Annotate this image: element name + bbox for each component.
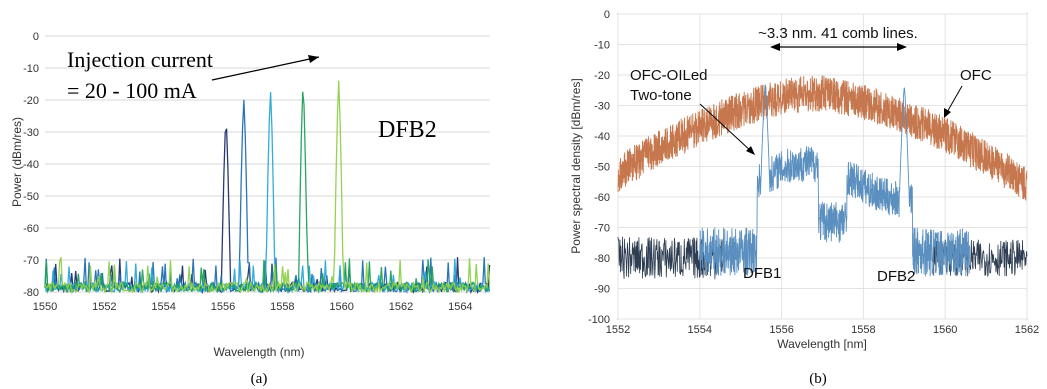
chart-a-y-tick-label: -70 (23, 255, 39, 267)
chart-a-y-tick-label: 0 (33, 31, 39, 43)
chart-b-y-tick-label: -70 (594, 223, 610, 235)
chart-b-label-ofc-oiled-line1: OFC-OILed (630, 67, 708, 84)
chart-a-x-tick-label: 1562 (389, 301, 413, 313)
chart-b: 0-10-20-30-40-50-60-70-80-90-100 1552 155… (569, 9, 1039, 387)
chart-a-y-tick-label: -30 (23, 127, 39, 139)
chart-a-y-tick-labels: 0 -10 -20 -30 -40 -50 -60 -70 -80 (23, 31, 39, 299)
chart-b-annotation-span: ~3.3 nm. 41 comb lines. (758, 25, 918, 42)
chart-a-y-tick-label: -20 (23, 95, 39, 107)
chart-a-x-tick-label: 1558 (270, 301, 294, 313)
chart-b-y-tick-label: -100 (588, 314, 610, 326)
chart-a-y-tick-label: -80 (23, 287, 39, 299)
chart-b-series-ofc (617, 75, 1028, 201)
chart-a-arrow-head (308, 55, 319, 63)
chart-b-x-tick-labels: 1552 1554 1556 1558 1560 1562 (606, 324, 1039, 336)
chart-b-ofc-oiled-pointer (699, 103, 753, 153)
chart-b-label-dfb1: DFB1 (743, 265, 781, 282)
chart-b-y-axis-label: Power spectral density [dBm/res] (569, 78, 583, 253)
chart-b-x-tick-label: 1562 (1015, 324, 1039, 336)
chart-b-y-tick-label: 0 (604, 9, 610, 21)
chart-b-panel-label: (b) (809, 371, 827, 387)
chart-a-y-tick-label: -50 (23, 191, 39, 203)
chart-b-y-tick-label: -10 (594, 40, 610, 52)
chart-a-x-tick-labels: 1550 1552 1554 1556 1558 1560 1562 1564 (33, 301, 473, 313)
chart-a-annotation-line2: = 20 - 100 mA (67, 78, 197, 103)
chart-a-grid (45, 35, 490, 293)
chart-a-y-tick-label: -40 (23, 159, 39, 171)
chart-b-span-arrow-left-head (770, 43, 780, 51)
chart-b-series (617, 75, 1028, 280)
chart-a-y-tick-label: -60 (23, 223, 39, 235)
chart-b-x-tick-label: 1552 (606, 324, 630, 336)
chart-a-annotation-line1: Injection current (67, 47, 213, 72)
chart-a: 0-10-20-30-40-50-60-70-80 1550 1552 1554 15… (10, 31, 491, 387)
chart-b-y-tick-label: -80 (594, 253, 610, 265)
chart-b-y-tick-label: -50 (594, 162, 610, 174)
chart-b-ofc-pointer-head (944, 108, 951, 118)
chart-b-series-ofc-oiled (699, 84, 970, 277)
chart-b-x-tick-label: 1558 (851, 324, 875, 336)
chart-b-y-tick-label: -30 (594, 101, 610, 113)
chart-b-x-tick-label: 1560 (933, 324, 957, 336)
chart-a-panel-label: (a) (251, 371, 268, 387)
chart-a-x-tick-label: 1560 (329, 301, 353, 313)
chart-b-label-ofc: OFC (960, 67, 992, 84)
chart-b-y-tick-label: -90 (594, 284, 610, 296)
chart-b-label-ofc-oiled-line2: Two-tone (630, 87, 692, 104)
chart-b-y-tick-labels: 0 -10 -20 -30 -40 -50 -60 -70 -80 -90 -100 (588, 9, 610, 326)
chart-a-series (44, 80, 491, 295)
chart-b-x-axis-label: Wavelength [nm] (777, 337, 867, 351)
chart-b-y-tick-label: -40 (594, 131, 610, 143)
chart-a-x-tick-label: 1552 (92, 301, 116, 313)
chart-b-ofc-oiled-pointer-head (746, 146, 755, 155)
chart-a-x-axis-label: Wavelength (nm) (214, 345, 305, 359)
chart-a-annotation-dfb2: DFB2 (378, 117, 437, 143)
chart-a-y-axis-label: Power (dBm/res) (10, 117, 24, 207)
chart-a-y-tick-label: -10 (23, 63, 39, 75)
chart-b-x-tick-label: 1554 (688, 324, 712, 336)
chart-b-ofc-pointer (945, 85, 963, 115)
chart-a-x-tick-label: 1556 (211, 301, 235, 313)
chart-a-x-tick-label: 1564 (448, 301, 472, 313)
chart-b-span-arrow-right-head (897, 43, 907, 51)
chart-a-series-line (44, 80, 491, 295)
chart-b-label-dfb2: DFB2 (877, 268, 915, 285)
chart-b-y-tick-label: -20 (594, 70, 610, 82)
chart-a-x-tick-label: 1550 (33, 301, 57, 313)
chart-a-x-tick-label: 1554 (151, 301, 175, 313)
chart-b-y-tick-label: -60 (594, 192, 610, 204)
chart-b-x-tick-label: 1556 (769, 324, 793, 336)
chart-a-annotation-arrow (211, 56, 320, 81)
